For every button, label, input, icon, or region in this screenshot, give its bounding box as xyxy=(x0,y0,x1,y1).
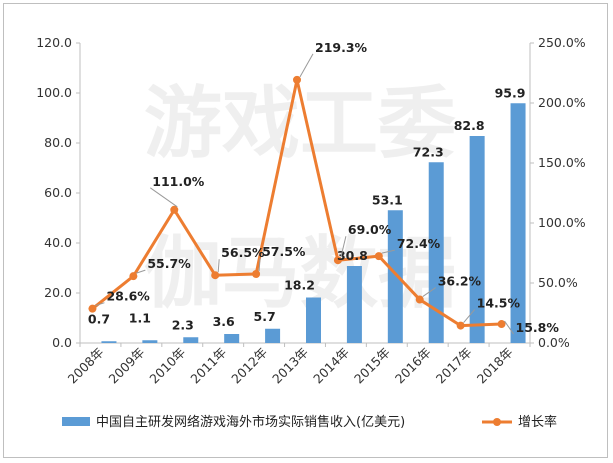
bar-value-label: 5.7 xyxy=(254,309,276,324)
revenue-bar xyxy=(101,341,117,343)
rate-value-label: 69.0% xyxy=(348,222,392,237)
growth-rate-point xyxy=(211,271,220,280)
rate-value-label: 72.4% xyxy=(397,236,441,251)
rate-value-label: 219.3% xyxy=(315,40,368,55)
legend: 中国自主研发网络游戏海外市场实际销售收入(亿美元) 增长率 xyxy=(62,414,557,430)
y-right-tick-label: 0.0% xyxy=(538,335,570,350)
bar-value-label: 53.1 xyxy=(372,192,403,207)
x-tick-label: 2014年 xyxy=(310,345,352,387)
y-left-tick-label: 40.0 xyxy=(44,235,72,250)
growth-rate-point xyxy=(293,75,301,84)
revenue-bar xyxy=(510,103,526,343)
revenue-bar xyxy=(265,328,281,343)
legend-line-label: 增长率 xyxy=(518,414,557,430)
y-right-tick-label: 100.0% xyxy=(538,215,586,230)
y-right-tick-label: 200.0% xyxy=(538,95,586,110)
x-tick-label: 2018年 xyxy=(474,345,516,387)
y-left-tick-label: 60.0 xyxy=(44,185,72,200)
rate-leader-line xyxy=(258,257,261,272)
rate-leader-line xyxy=(340,236,347,258)
growth-rate-point xyxy=(170,205,179,214)
growth-rate-point xyxy=(497,320,506,329)
bar-value-label: 30.8 xyxy=(337,248,368,263)
legend-bar-label: 中国自主研发网络游戏海外市场实际销售收入(亿美元) xyxy=(96,414,405,430)
rate-value-label: 36.2% xyxy=(438,274,482,289)
rate-value-label: 111.0% xyxy=(152,174,205,189)
revenue-bar xyxy=(224,334,240,343)
revenue-bar xyxy=(306,297,321,343)
y-right-tick-label: 150.0% xyxy=(538,155,586,170)
rate-leader-line xyxy=(422,287,437,297)
x-tick-label: 2015年 xyxy=(351,345,393,387)
y-right-tick-label: 50.0% xyxy=(538,275,578,290)
growth-line xyxy=(88,75,506,330)
rate-value-label: 28.6% xyxy=(106,289,150,304)
x-tick-label: 2016年 xyxy=(392,345,434,387)
rate-leader-line xyxy=(504,320,514,335)
revenue-bar xyxy=(387,210,403,343)
x-tick-label: 2010年 xyxy=(146,345,188,387)
growth-rate-point xyxy=(415,295,424,304)
rate-leader-line xyxy=(299,53,314,78)
bar-value-label: 72.3 xyxy=(413,144,444,159)
bar-value-label: 2.3 xyxy=(172,317,194,332)
growth-rate-point xyxy=(129,272,138,281)
revenue-bar xyxy=(469,136,485,343)
revenue-bar xyxy=(428,162,444,343)
y-right-tick-label: 250.0% xyxy=(538,35,586,50)
revenue-bar xyxy=(346,266,362,343)
growth-rate-point xyxy=(88,304,97,313)
y-left-tick-label: 120.0 xyxy=(36,35,72,50)
growth-rate-point xyxy=(252,270,261,278)
chart-frame xyxy=(3,3,608,458)
x-tick-label: 2012年 xyxy=(228,345,270,387)
rate-value-label: 55.7% xyxy=(147,256,191,271)
revenue-bar xyxy=(142,340,158,343)
bar-value-label: 1.1 xyxy=(129,310,151,325)
x-tick-label: 2008年 xyxy=(65,345,107,387)
y-left-tick-label: 20.0 xyxy=(44,285,72,300)
revenue-bar xyxy=(183,337,199,343)
data-labels: 0.7 1.1 2.3 3.6 5.7 18.2 30.8 53.1 72.3 82.8 95.9 2… xyxy=(88,40,560,335)
x-tick-label: 2013年 xyxy=(269,345,311,387)
growth-rate-point xyxy=(456,321,465,330)
bar-value-label: 3.6 xyxy=(213,314,235,329)
rate-value-label: 57.5% xyxy=(262,244,306,259)
rate-value-label: 56.5% xyxy=(221,245,265,260)
legend-bar-swatch xyxy=(62,417,90,426)
rate-value-label: 14.5% xyxy=(477,296,521,311)
rate-value-label: 15.8% xyxy=(516,320,560,335)
rate-leader-line xyxy=(217,259,220,273)
bars xyxy=(101,103,526,343)
x-tick-label: 2011年 xyxy=(187,345,229,387)
growth-rate-point xyxy=(333,256,342,265)
growth-rate-point xyxy=(374,252,383,261)
bar-value-label: 95.9 xyxy=(495,85,526,100)
y-left-tick-label: 80.0 xyxy=(44,135,72,150)
rate-leader-line xyxy=(381,249,395,254)
x-tick-label: 2017年 xyxy=(433,345,475,387)
rate-leader-line xyxy=(136,269,146,274)
rate-leader-line xyxy=(95,302,105,307)
bar-value-label: 0.7 xyxy=(88,311,110,326)
x-tick-label: 2009年 xyxy=(106,345,148,387)
rate-leader-line xyxy=(463,309,476,323)
rate-leader-line xyxy=(149,187,178,208)
y-left-tick-label: 100.0 xyxy=(36,85,72,100)
y-left-tick-label: 0.0 xyxy=(52,335,72,350)
legend-line-marker xyxy=(493,418,501,426)
bar-value-label: 82.8 xyxy=(454,118,485,133)
bar-value-label: 18.2 xyxy=(284,278,315,293)
